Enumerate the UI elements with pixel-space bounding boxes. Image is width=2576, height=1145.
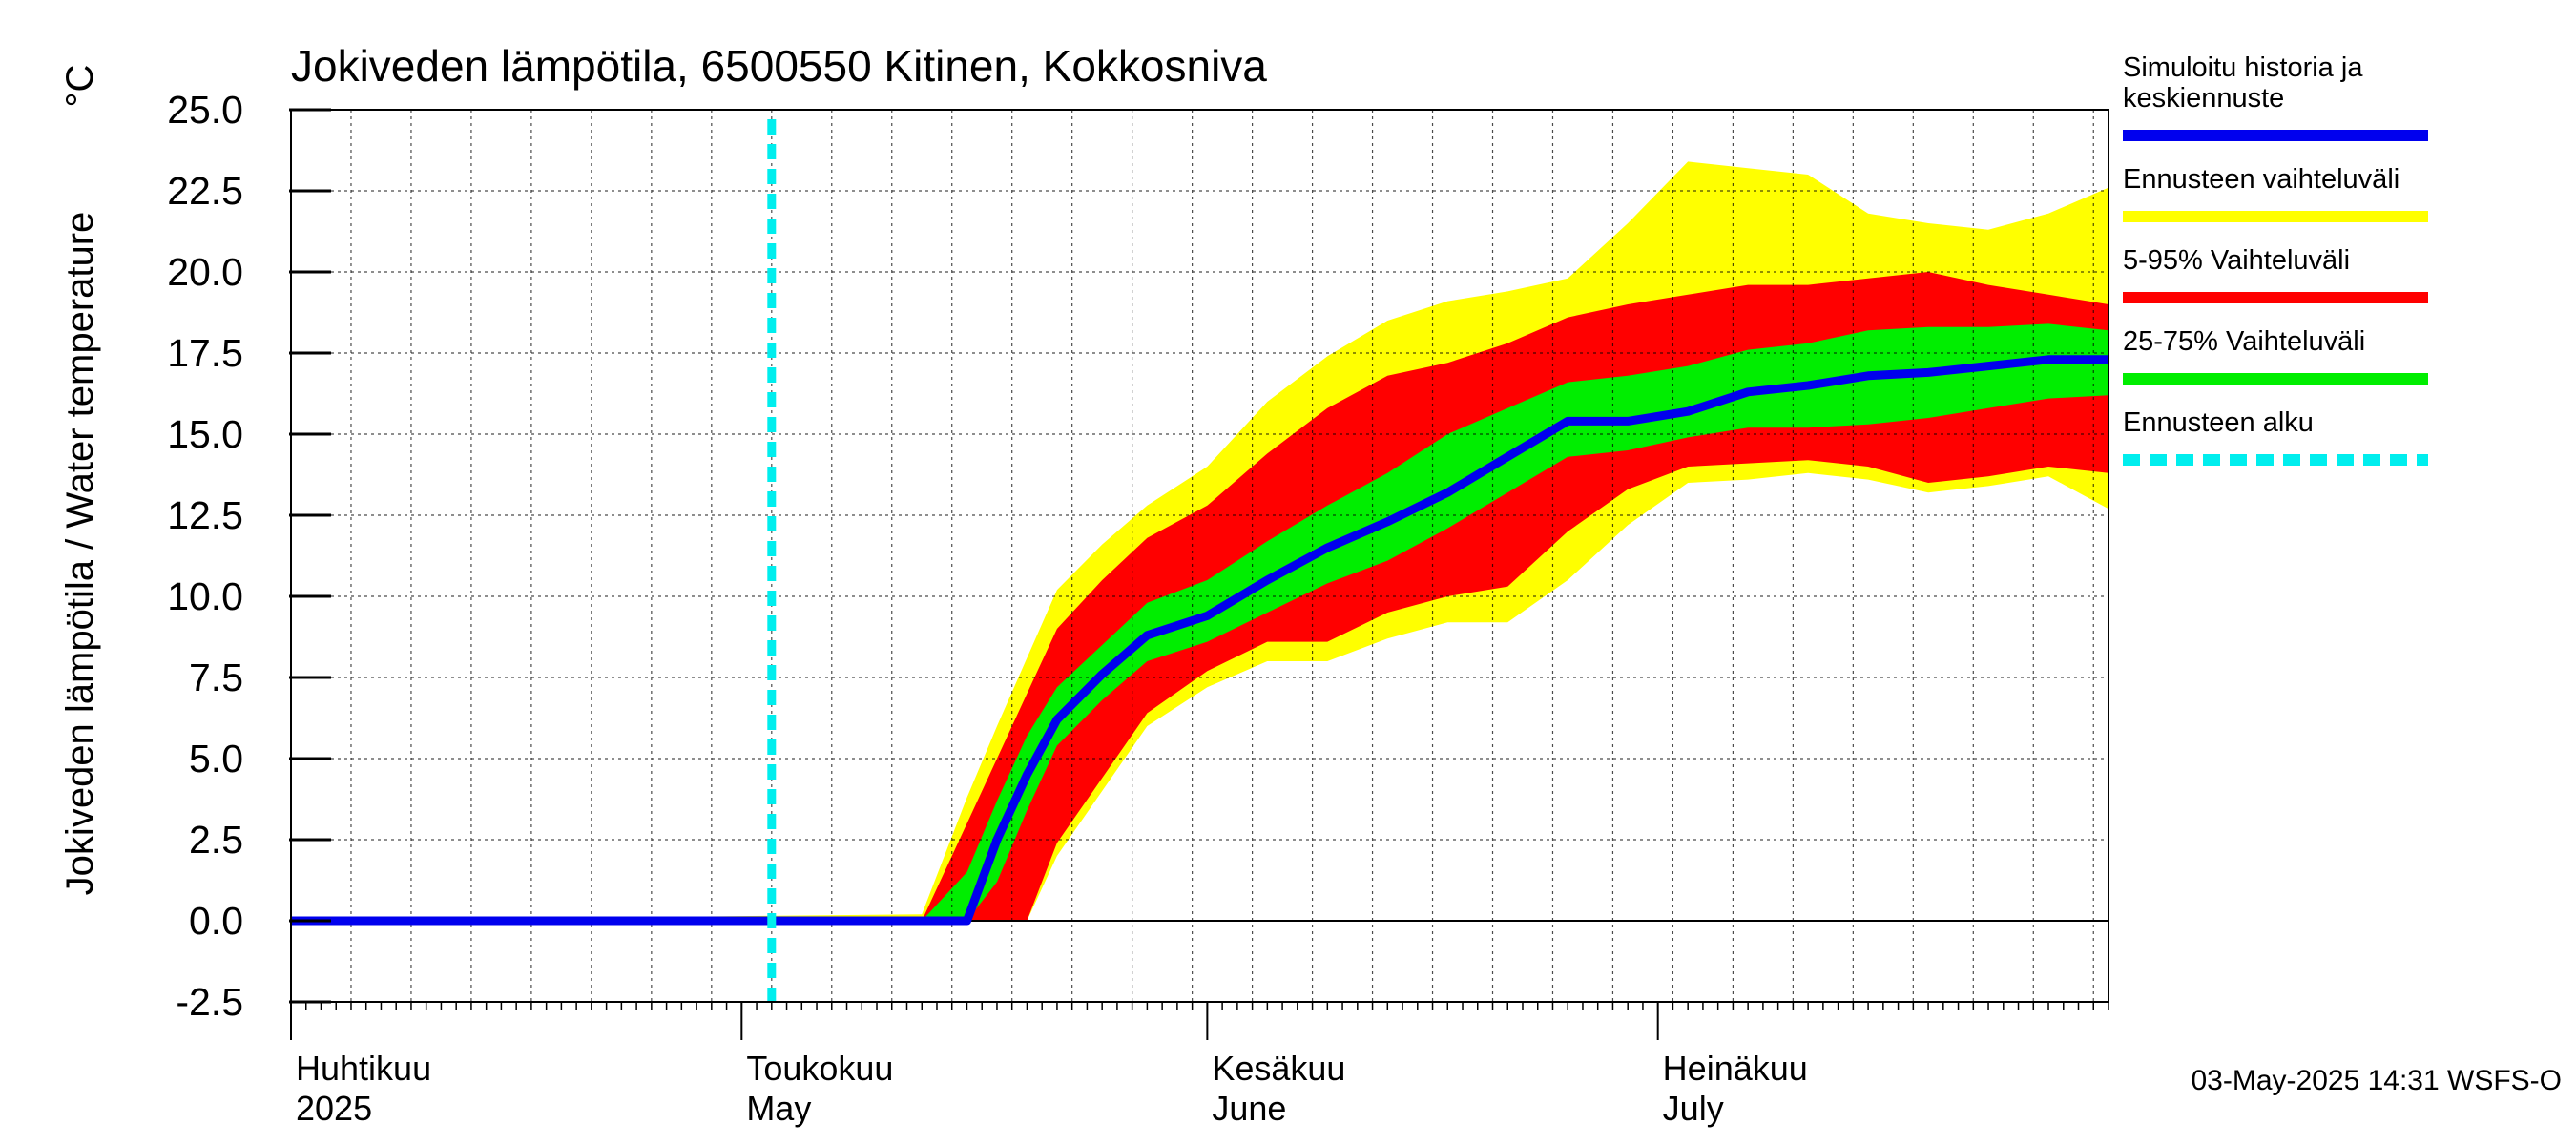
- y-tick-label: 17.5: [167, 331, 243, 375]
- y-tick-label: 10.0: [167, 574, 243, 618]
- plot-frame: [290, 109, 2109, 1003]
- y-tick-label: 22.5: [167, 169, 243, 213]
- y-tick-label: 2.5: [189, 818, 243, 862]
- y-tick-label: 12.5: [167, 493, 243, 537]
- y-axis-label: Jokiveden lämpötila / Water temperature: [59, 212, 101, 896]
- x-month-label-en: June: [1212, 1089, 1286, 1128]
- x-month-label: Kesäkuu: [1212, 1049, 1345, 1088]
- y-tick-label: 0.0: [189, 899, 243, 943]
- chart-title: Jokiveden lämpötila, 6500550 Kitinen, Ko…: [291, 41, 1267, 91]
- x-month-label-en: 2025: [296, 1089, 372, 1128]
- y-tick-label: 15.0: [167, 412, 243, 456]
- legend-label: Simuloitu historia ja: [2123, 52, 2363, 83]
- median-line: [291, 355, 2109, 926]
- plot-area: [290, 109, 2109, 1003]
- y-tick-label: 25.0: [167, 88, 243, 132]
- y-tick-label: 7.5: [189, 656, 243, 699]
- x-month-label: Heinäkuu: [1663, 1049, 1808, 1088]
- y-tick-labels: 25.0 22.5 20.0 17.5 15.0 12.5 10.0 7.5 5.0 2.5 0.0…: [167, 88, 331, 1024]
- y-tick-label: 5.0: [189, 737, 243, 781]
- x-month-label: Huhtikuu: [296, 1049, 431, 1088]
- legend-label: 25-75% Vaihteluväli: [2123, 326, 2365, 357]
- legend-label: keskiennuste: [2123, 83, 2284, 114]
- y-tick-label: 20.0: [167, 250, 243, 294]
- x-month-label-en: May: [746, 1089, 811, 1128]
- x-month-label: Toukokuu: [746, 1049, 893, 1088]
- x-month-label-en: July: [1663, 1089, 1724, 1128]
- footer-timestamp: 03-May-2025 14:31 WSFS-O: [2192, 1065, 2563, 1096]
- y-tick-label: -2.5: [176, 980, 243, 1024]
- legend-label: Ennusteen alku: [2123, 407, 2314, 438]
- legend-label: 5-95% Vaihteluväli: [2123, 245, 2350, 276]
- legend-label: Ennusteen vaihteluväli: [2123, 164, 2399, 195]
- y-axis-unit: °C: [59, 65, 101, 108]
